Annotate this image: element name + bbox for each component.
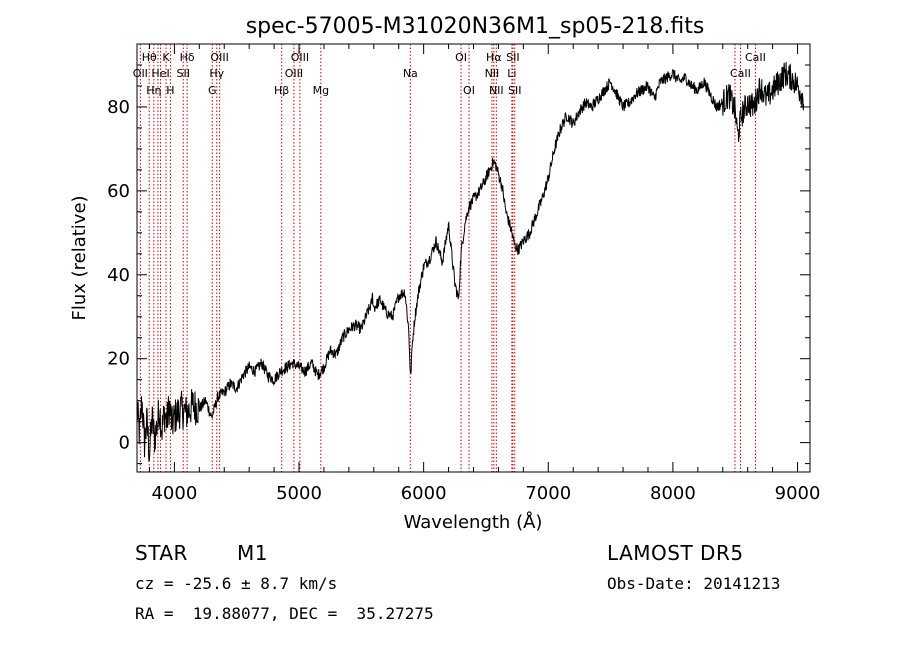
line-marker-label: OIII	[210, 51, 228, 64]
line-markers	[139, 44, 756, 472]
line-marker-label: NII	[489, 84, 504, 97]
line-marker-label: Hδ	[180, 51, 195, 64]
y-axis-label: Flux (relative)	[69, 195, 90, 320]
object-class: STAR	[135, 541, 188, 565]
y-axis-ticks: 0 20 40 60 80	[107, 43, 810, 465]
line-marker-label: Hα	[486, 51, 502, 64]
line-marker-label: K	[162, 51, 170, 64]
line-marker-label: Hβ	[274, 84, 289, 97]
line-marker-label: Hγ	[209, 67, 224, 80]
x-axis-ticks: 4000 5000 6000 7000 8000 9000	[148, 44, 821, 504]
x-tick-label: 4000	[151, 483, 197, 504]
x-axis-label: Wavelength (Å)	[404, 511, 543, 533]
line-marker-label: Mg	[313, 84, 329, 97]
line-marker-label: Hθ	[142, 51, 157, 64]
line-marker-label: Li	[507, 67, 516, 80]
line-marker-label: NII	[485, 67, 500, 80]
line-marker-label: CaII	[730, 67, 751, 80]
x-tick-label: 9000	[775, 483, 821, 504]
plot-frame	[136, 43, 811, 473]
line-marker-label: OIII	[285, 67, 303, 80]
x-tick-label: 6000	[401, 483, 447, 504]
line-marker-label: OI	[455, 51, 467, 64]
observation-date: Obs-Date: 20141213	[607, 574, 781, 593]
spectrum-line	[136, 61, 805, 462]
line-marker-labels: OIIHθHηHeIKHSIIHδGHγOIIIHβOIIIOIIIMgNaOI…	[133, 51, 766, 97]
line-marker-label: HeI	[151, 67, 169, 80]
y-tick-label: 60	[107, 181, 130, 202]
y-tick-label: 20	[107, 349, 130, 370]
y-tick-label: 80	[107, 97, 130, 118]
ra-dec: RA = 19.88077, DEC = 35.27275	[135, 604, 434, 623]
x-tick-label: 5000	[276, 483, 322, 504]
line-marker-label: OII	[133, 67, 148, 80]
y-tick-label: 40	[107, 265, 130, 286]
line-marker-label: H	[166, 84, 174, 97]
line-marker-label: SII	[506, 51, 519, 64]
line-marker-label: OI	[463, 84, 475, 97]
y-tick-label: 0	[119, 433, 130, 454]
chart-title: spec-57005-M31020N36M1_sp05-218.fits	[246, 14, 705, 39]
survey-name: LAMOST DR5	[607, 541, 744, 565]
redshift-cz: cz = -25.6 ± 8.7 km/s	[135, 574, 338, 593]
line-marker-label: Hη	[146, 84, 161, 97]
line-marker-label: SII	[508, 84, 521, 97]
line-marker-label: CaII	[745, 51, 766, 64]
line-marker-label: Na	[403, 67, 418, 80]
x-tick-label: 8000	[650, 483, 696, 504]
object-subclass: M1	[237, 541, 268, 565]
line-marker-label: OIII	[291, 51, 309, 64]
line-marker-label: SII	[176, 67, 189, 80]
x-tick-label: 7000	[525, 483, 571, 504]
line-marker-label: G	[208, 84, 217, 97]
